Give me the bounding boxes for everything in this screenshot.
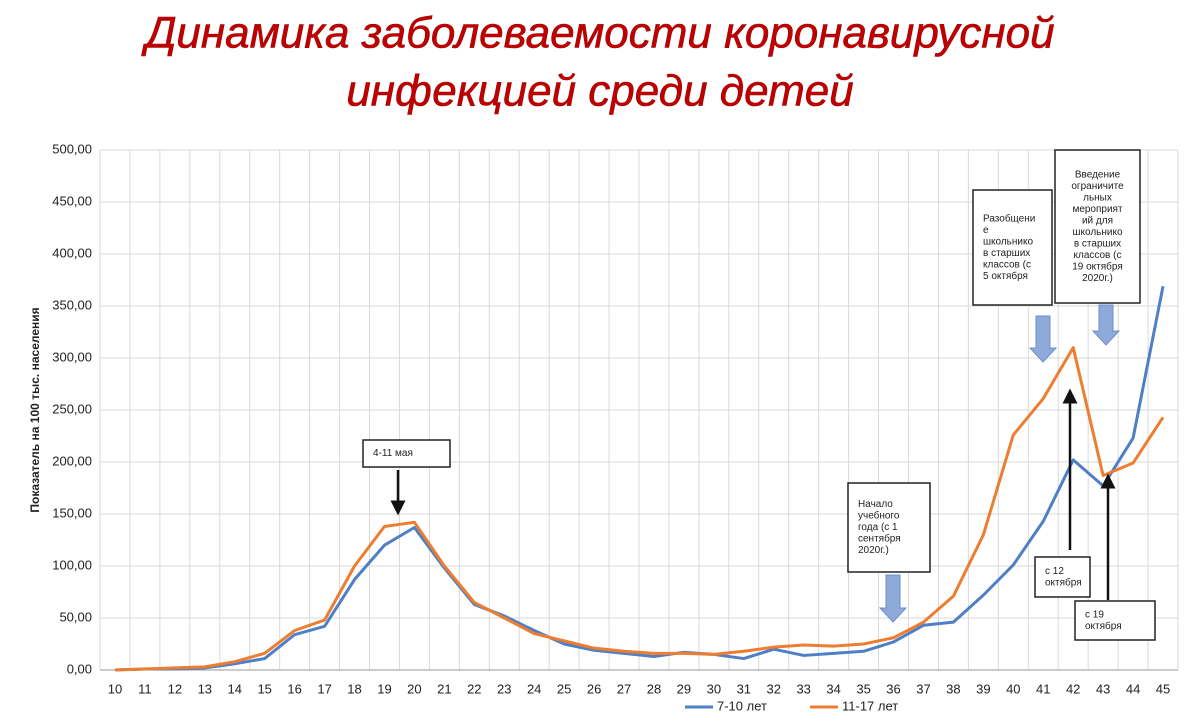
- x-tick-label: 28: [647, 681, 661, 696]
- y-axis-label: Показатель на 100 тыс. населения: [28, 307, 42, 512]
- chart-title: Динамика заболеваемости коронавирусной: [140, 9, 1054, 58]
- annotation-text: 5 октября: [983, 270, 1028, 282]
- annotation-text: сентября: [858, 533, 901, 545]
- x-tick-label: 11: [138, 681, 152, 696]
- y-tick-label: 0,00: [67, 661, 92, 676]
- x-tick-label: 32: [767, 681, 781, 696]
- annotation-block-arrow: [1028, 315, 1058, 363]
- annotation-text: с 12: [1045, 566, 1064, 577]
- annotation-text: Разобщени: [983, 212, 1035, 224]
- x-tick-label: 33: [796, 681, 810, 696]
- x-tick-label: 24: [527, 681, 541, 696]
- annotation-box: [362, 439, 451, 468]
- x-tick-label: 16: [287, 681, 301, 696]
- y-tick-label: 250,00: [52, 401, 92, 416]
- annotation-text: в старших: [1074, 238, 1121, 249]
- x-tick-label: 42: [1066, 681, 1080, 696]
- series-line: [114, 285, 1165, 672]
- annotation-text: е: [983, 225, 989, 236]
- annotation-text: Начало: [858, 499, 893, 510]
- annotation-box: [1074, 600, 1156, 641]
- annotation-text: 2020г.): [1082, 273, 1113, 284]
- annotation-text: 4-11 мая: [373, 448, 413, 459]
- annotation-text: школьнико: [1072, 227, 1122, 238]
- x-tick-label: 26: [587, 681, 601, 696]
- annotation-block-arrow: [1091, 304, 1121, 346]
- x-tick-label: 10: [108, 681, 122, 696]
- x-tick-label: 18: [347, 681, 361, 696]
- x-tick-label: 23: [497, 681, 511, 696]
- y-tick-label: 50,00: [59, 609, 92, 624]
- x-tick-label: 41: [1036, 681, 1050, 696]
- annotation-text: классов (с: [983, 259, 1031, 270]
- annotation-text: 19 октября: [1072, 260, 1123, 272]
- x-tick-label: 21: [437, 681, 451, 696]
- y-tick-label: 100,00: [52, 557, 92, 572]
- x-tick-label: 12: [168, 681, 182, 696]
- annotation-text: октября: [1085, 620, 1122, 632]
- x-tick-label: 45: [1156, 681, 1170, 696]
- annotation-text: с 19: [1085, 609, 1104, 620]
- x-tick-label: 36: [886, 681, 900, 696]
- annotation-box: [1034, 556, 1091, 598]
- x-tick-label: 15: [257, 681, 271, 696]
- chart-title: инфекцией среди детей: [346, 67, 853, 116]
- x-tick-label: 31: [737, 681, 751, 696]
- annotation-text: Введение: [1075, 169, 1121, 180]
- x-tick-label: 34: [826, 681, 840, 696]
- y-tick-label: 500,00: [52, 141, 92, 156]
- annotation-text: льных: [1083, 192, 1112, 203]
- x-tick-label: 29: [677, 681, 691, 696]
- x-tick-label: 25: [557, 681, 571, 696]
- x-tick-label: 19: [377, 681, 391, 696]
- x-tick-label: 17: [317, 681, 331, 696]
- x-tick-label: 38: [946, 681, 960, 696]
- annotation-text: в старших: [983, 248, 1030, 259]
- annotation-text: школьнико: [983, 236, 1033, 247]
- annotation-box: [972, 189, 1053, 306]
- x-tick-label: 40: [1006, 681, 1020, 696]
- y-tick-label: 300,00: [52, 349, 92, 364]
- annotation-block-arrow: [878, 574, 908, 623]
- x-tick-label: 22: [467, 681, 481, 696]
- annotation-text: года (с 1: [858, 522, 898, 533]
- series-line: [114, 346, 1165, 672]
- x-tick-label: 37: [916, 681, 930, 696]
- x-tick-label: 27: [617, 681, 631, 696]
- x-tick-label: 39: [976, 681, 990, 696]
- y-tick-label: 450,00: [52, 193, 92, 208]
- annotation-text: мероприят: [1072, 204, 1123, 215]
- y-tick-label: 200,00: [52, 453, 92, 468]
- legend-label: 11-17 лет: [842, 698, 898, 713]
- x-tick-label: 35: [856, 681, 870, 696]
- annotation-text: учебного: [858, 510, 900, 522]
- legend-label: 7-10 лет: [717, 698, 767, 713]
- x-tick-label: 13: [198, 681, 212, 696]
- y-tick-label: 350,00: [52, 297, 92, 312]
- y-tick-label: 400,00: [52, 245, 92, 260]
- annotation-text: октября: [1045, 576, 1082, 588]
- annotation-text: ограничите: [1071, 181, 1124, 192]
- x-tick-label: 43: [1096, 681, 1110, 696]
- x-tick-label: 20: [407, 681, 421, 696]
- x-tick-label: 44: [1126, 681, 1140, 696]
- annotation-box: [1054, 149, 1141, 304]
- annotation-text: 2020г.): [858, 545, 889, 556]
- annotation-box: [847, 482, 931, 573]
- x-tick-label: 30: [707, 681, 721, 696]
- annotation-text: классов (с: [1074, 250, 1122, 261]
- y-tick-label: 150,00: [52, 505, 92, 520]
- x-tick-label: 14: [228, 681, 242, 696]
- annotation-text: ий для: [1082, 215, 1113, 226]
